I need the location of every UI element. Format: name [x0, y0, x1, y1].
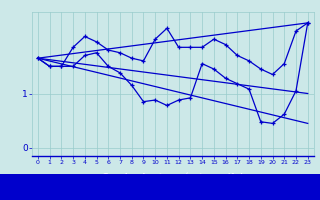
X-axis label: Graphe des températures (°c): Graphe des températures (°c) [102, 172, 244, 182]
